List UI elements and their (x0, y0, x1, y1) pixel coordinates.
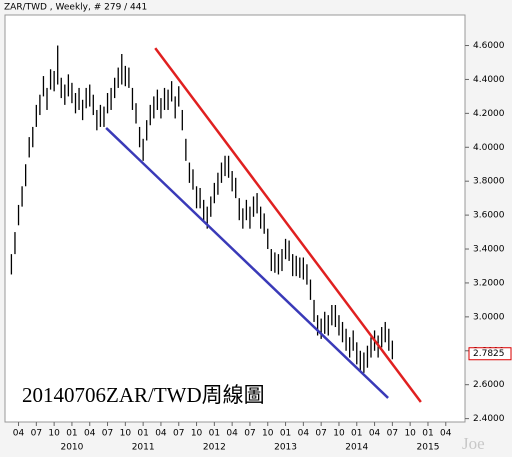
x-tick-label: 10 (262, 429, 274, 439)
x-tick-label: 07 (31, 429, 42, 439)
x-tick-label: 10 (191, 429, 203, 439)
y-tick-label: 4.4000 (473, 75, 505, 85)
x-tick-label: 04 (155, 429, 167, 439)
year-label: 2010 (60, 443, 83, 453)
year-label: 2014 (345, 443, 368, 453)
x-tick-label: 10 (120, 429, 132, 439)
y-tick-label: 2.6000 (473, 380, 505, 390)
year-label: 2013 (274, 443, 297, 453)
x-tick-label: 04 (84, 429, 96, 439)
x-tick-label: 01 (351, 429, 362, 439)
x-tick-label: 04 (440, 429, 452, 439)
x-tick-label: 07 (387, 429, 398, 439)
x-tick-label: 01 (422, 429, 433, 439)
x-tick-label: 07 (102, 429, 113, 439)
chart-title: ZAR/TWD , Weekly, # 279 / 441 (4, 3, 147, 13)
x-tick-label: 01 (137, 429, 148, 439)
year-label: 2015 (417, 443, 440, 453)
y-tick-label: 4.0000 (473, 143, 505, 153)
year-label: 2012 (203, 443, 226, 453)
x-tick-label: 10 (404, 429, 416, 439)
last-price-label: 2.7825 (473, 349, 505, 359)
trend-line (154, 47, 422, 403)
x-tick-label: 01 (209, 429, 220, 439)
last-price-box (468, 347, 512, 361)
x-tick-label: 07 (173, 429, 184, 439)
x-tick-label: 04 (226, 429, 238, 439)
x-tick-label: 04 (369, 429, 381, 439)
y-tick-label: 3.4000 (473, 245, 505, 255)
y-tick-label: 3.6000 (473, 211, 505, 221)
year-label: 2011 (132, 443, 155, 453)
plot-area (4, 14, 466, 423)
y-tick-label: 4.2000 (473, 109, 505, 119)
x-tick-label: 01 (66, 429, 77, 439)
x-tick-label: 07 (315, 429, 326, 439)
x-tick-label: 04 (298, 429, 310, 439)
y-tick-label: 3.2000 (473, 278, 505, 288)
x-tick-label: 10 (48, 429, 60, 439)
y-tick-label: 4.6000 (473, 41, 505, 51)
watermark: Joe (462, 434, 485, 453)
x-tick-label: 01 (280, 429, 291, 439)
y-tick-label: 3.0000 (473, 312, 505, 322)
y-tick-label: 3.8000 (473, 177, 505, 187)
x-tick-label: 04 (13, 429, 25, 439)
trend-line (105, 127, 389, 399)
annotation: 20140706ZAR/TWD周線圖 (22, 383, 265, 407)
y-tick-label: 2.4000 (473, 414, 505, 424)
x-tick-label: 10 (333, 429, 345, 439)
x-tick-label: 07 (244, 429, 255, 439)
